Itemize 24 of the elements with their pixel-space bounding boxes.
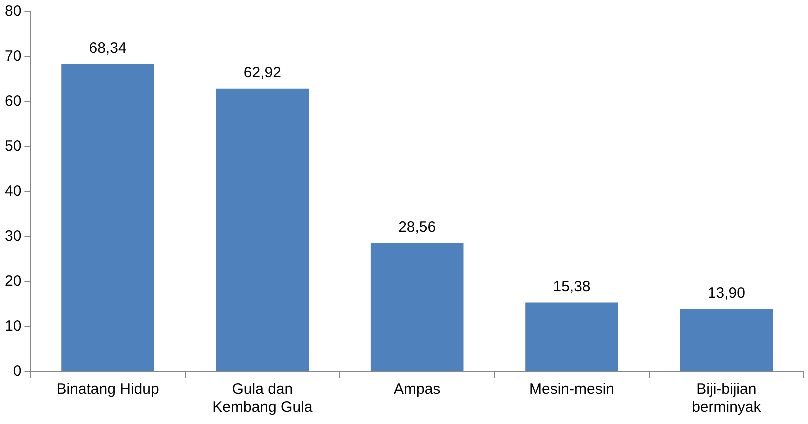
x-tick-label: Gula dan Kembang Gula — [212, 381, 314, 416]
y-tick-label: 70 — [4, 48, 22, 66]
data-label: 13,90 — [708, 285, 746, 302]
data-label: 28,56 — [398, 219, 436, 236]
x-tick-label: Biji-bijian berminyak — [692, 381, 762, 416]
y-tick-label: 80 — [4, 3, 22, 20]
x-tick-label: Mesin-mesin — [529, 381, 615, 398]
data-label: 15,38 — [553, 278, 591, 296]
y-tick-label: 0 — [13, 363, 22, 380]
data-label: 68,34 — [89, 40, 127, 58]
y-tick-label: 40 — [4, 183, 22, 200]
bar — [216, 88, 310, 372]
y-tick-label: 20 — [4, 273, 22, 290]
bar — [370, 243, 464, 372]
y-tick-label: 60 — [4, 93, 22, 110]
y-tick-label: 10 — [4, 318, 22, 336]
bar — [62, 64, 154, 372]
y-tick-label: 30 — [4, 228, 22, 246]
x-tick-label: Ampas — [394, 381, 441, 398]
bar — [680, 309, 774, 372]
data-label: 62,92 — [244, 64, 282, 82]
x-tick-label: Binatang Hidup — [56, 381, 160, 398]
y-tick-label: 50 — [4, 138, 22, 156]
bar — [526, 302, 618, 372]
